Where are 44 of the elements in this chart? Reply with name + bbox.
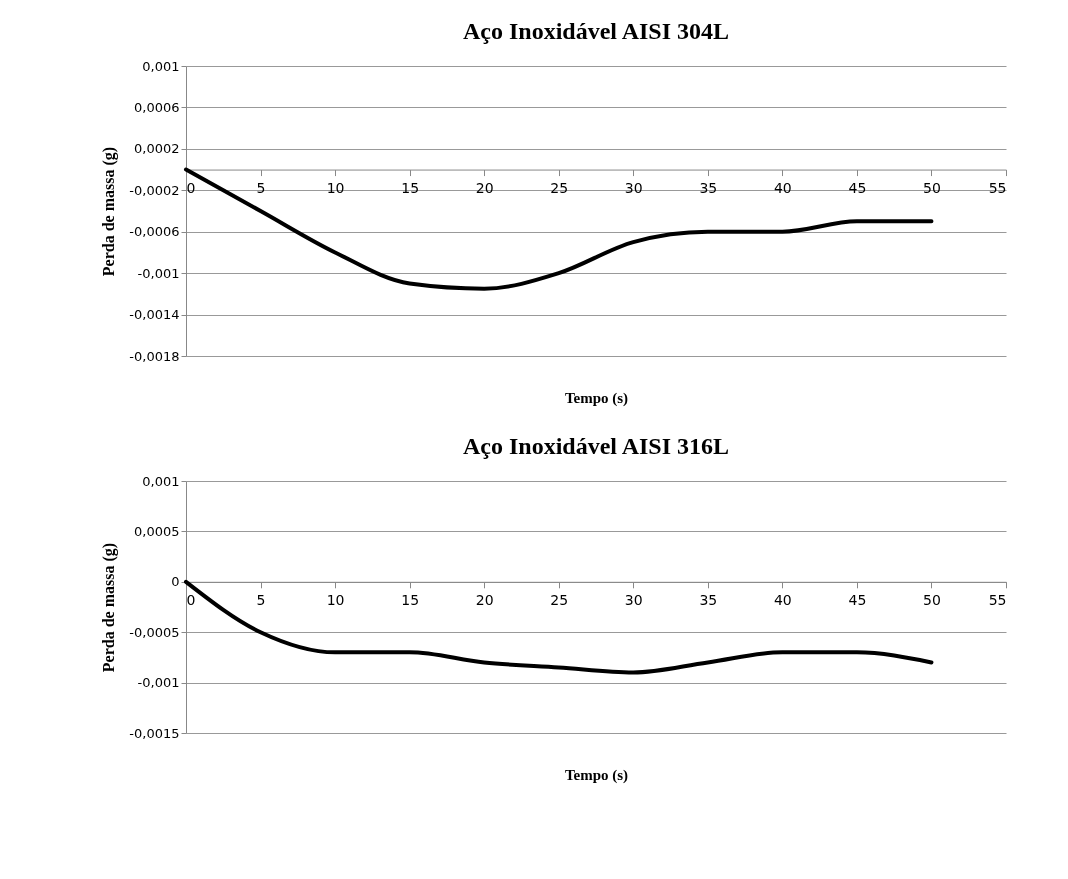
x-tick-label: 55 — [988, 592, 1007, 609]
y-tick-label: -0,0002 — [129, 182, 180, 198]
y-tick-label: -0,0005 — [129, 624, 180, 640]
y-tick-label: -0,0015 — [129, 725, 180, 741]
x-axis-title: Tempo (s) — [564, 766, 629, 784]
x-tick-label: 10 — [326, 180, 345, 197]
x-tick-label: 25 — [550, 592, 569, 609]
x-tick-label: 5 — [256, 592, 266, 609]
x-tick-label: 50 — [923, 180, 941, 197]
x-tick-label: 15 — [401, 180, 420, 197]
x-tick-label: 0 — [186, 180, 196, 197]
x-tick-label: 40 — [773, 180, 792, 197]
y-tick-label: 0,0005 — [134, 523, 180, 539]
x-tick-label: 55 — [988, 180, 1007, 197]
x-tick-label: 15 — [401, 592, 420, 609]
x-tick-label: 35 — [699, 180, 718, 197]
y-tick-label: -0,0006 — [129, 224, 180, 240]
x-tick-label: 45 — [848, 592, 867, 609]
x-axis-title: Tempo (s) — [564, 389, 629, 407]
y-tick-label: 0,0002 — [134, 141, 180, 157]
y-tick-label: -0,0014 — [129, 307, 180, 323]
x-tick-label: 0 — [186, 592, 196, 609]
x-tick-label: 25 — [550, 180, 569, 197]
x-tick-label: 20 — [475, 180, 494, 197]
x-tick-label: 35 — [699, 592, 718, 609]
x-tick-label: 30 — [624, 180, 643, 197]
x-tick-label: 40 — [773, 592, 792, 609]
x-tick-label: 50 — [923, 592, 941, 609]
x-tick-label: 45 — [848, 180, 867, 197]
y-tick-label: 0,0006 — [134, 99, 180, 115]
y-tick-label: -0,0018 — [129, 348, 180, 364]
chart-title: Aço Inoxidável AISI 304L — [462, 18, 730, 44]
y-tick-label: 0,001 — [142, 473, 180, 489]
x-tick-label: 30 — [624, 592, 643, 609]
y-axis-title: Perda de massa (g) — [100, 146, 119, 277]
y-tick-label: 0,001 — [142, 58, 180, 74]
x-tick-label: 5 — [256, 180, 266, 197]
x-tick-label: 20 — [475, 592, 494, 609]
y-tick-label: 0 — [171, 574, 180, 590]
y-axis-title: Perda de massa (g) — [100, 542, 119, 673]
chart-title: Aço Inoxidável AISI 316L — [462, 433, 730, 459]
x-tick-label: 10 — [326, 592, 345, 609]
y-tick-label: -0,001 — [137, 675, 180, 691]
y-tick-label: -0,001 — [137, 265, 180, 281]
